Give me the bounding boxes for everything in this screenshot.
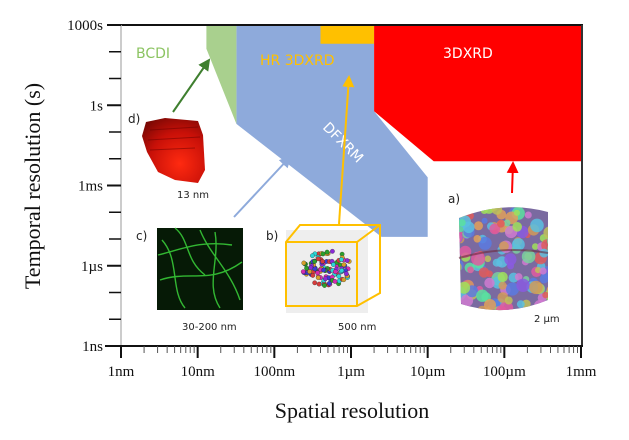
x-tick-label: 100µm	[483, 364, 526, 380]
region-hr-3dxrd	[320, 25, 375, 44]
x-axis-title: Spatial resolution	[275, 398, 430, 423]
dfxrm-micrograph-image	[157, 228, 243, 310]
x-ticks: 1nm 10nm 100nm 1µm 10µm 100µm 1mm	[108, 346, 597, 380]
panel-c-label: c)	[136, 229, 147, 243]
y-axis-title: Temporal resolution (s)	[20, 83, 45, 289]
panel-d-scale: 13 nm	[177, 190, 209, 201]
x-tick-label: 1nm	[108, 364, 135, 380]
x-tick-label: 10nm	[181, 364, 216, 380]
panel-d: d) 13 nm	[128, 58, 211, 201]
y-tick-label: 1µs	[81, 259, 103, 275]
x-tick-label: 100nm	[253, 364, 295, 380]
panel-c: c) 30-200 nm	[136, 155, 292, 333]
arrow-to-hr3dxrd	[338, 75, 355, 225]
panel-c-scale: 30-200 nm	[182, 322, 237, 333]
y-tick-label: 1s	[90, 98, 104, 114]
panel-d-label: d)	[128, 112, 140, 126]
region-label-bcdi: BCDI	[136, 46, 170, 62]
regions-layer	[206, 25, 581, 237]
x-tick-label: 1mm	[566, 364, 597, 380]
panel-b: b) 500 nm	[266, 75, 381, 333]
y-tick-label: 1000s	[67, 18, 103, 34]
y-ticks: 1000s 1s 1ms 1µs 1ns	[67, 18, 121, 355]
region-label-hr-3dxrd: HR 3DXRD	[260, 53, 335, 69]
panel-a: a) 2 µm	[448, 161, 560, 325]
hr3dxrd-cube-image	[285, 224, 381, 307]
y-tick-label: 1ms	[78, 179, 103, 195]
panel-a-scale: 2 µm	[534, 314, 560, 325]
region-3dxrd	[374, 25, 581, 162]
x-tick-label: 1µm	[337, 364, 365, 380]
panel-b-scale: 500 nm	[338, 322, 376, 333]
x-tick-label: 10µm	[410, 364, 446, 380]
bcdi-crystal-image	[142, 118, 205, 183]
3dxrd-grain-map-image	[458, 207, 549, 311]
arrow-to-dfxrm	[233, 155, 292, 218]
arrow-to-3dxrd	[506, 161, 519, 194]
panel-a-label: a)	[448, 192, 460, 206]
region-bcdi	[206, 25, 237, 124]
region-dfxrm	[236, 25, 428, 237]
panel-b-label: b)	[266, 229, 278, 243]
region-label-3dxrd: 3DXRD	[443, 46, 493, 62]
y-tick-label: 1ns	[82, 339, 103, 355]
arrow-to-bcdi	[172, 58, 211, 113]
